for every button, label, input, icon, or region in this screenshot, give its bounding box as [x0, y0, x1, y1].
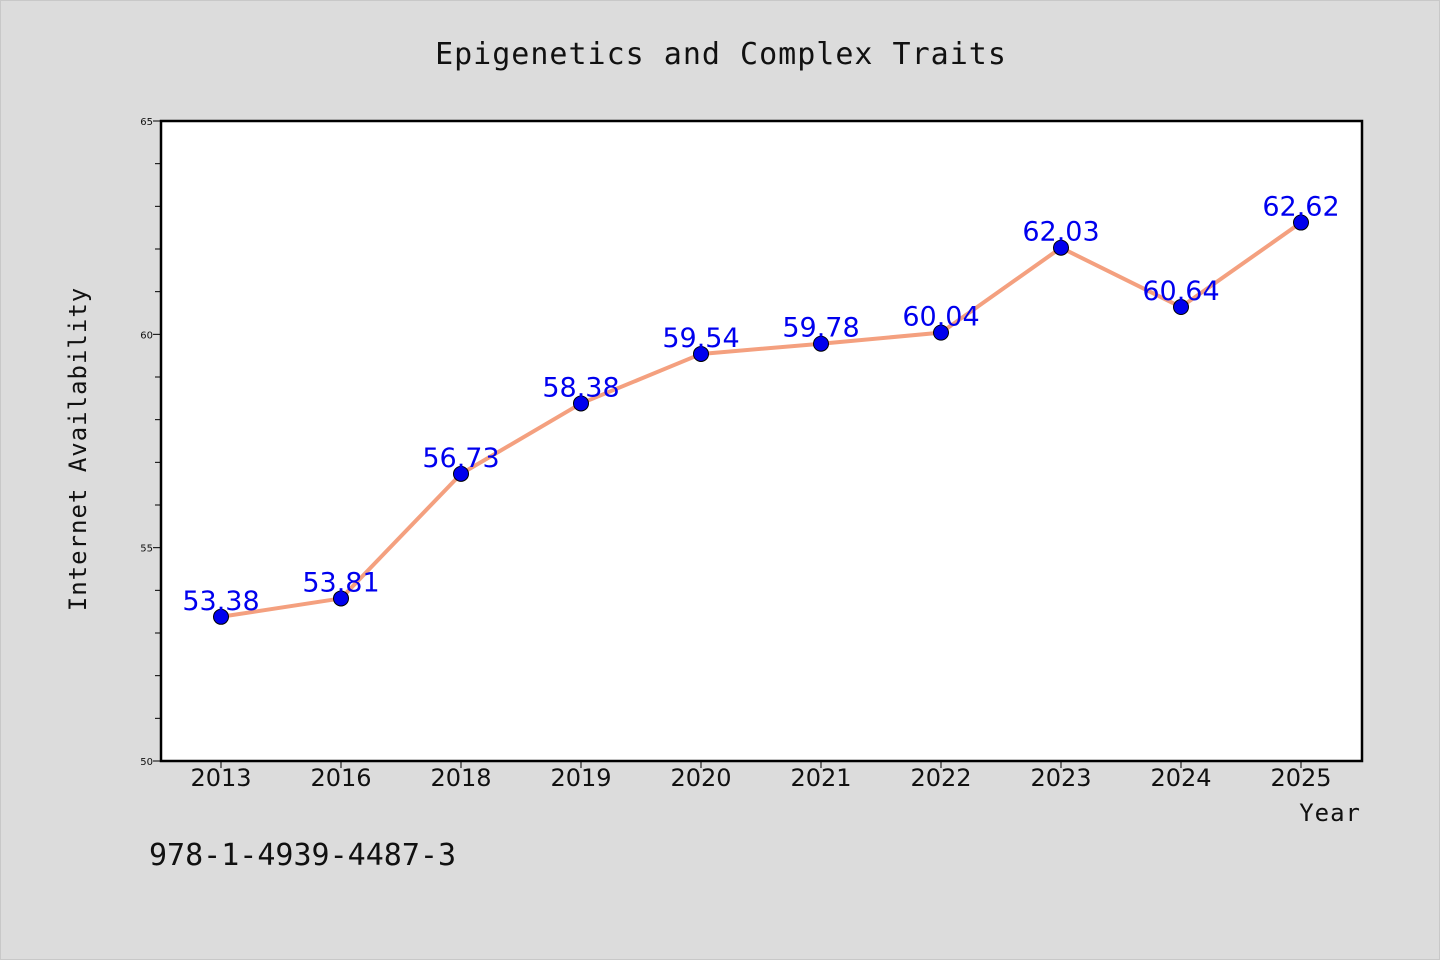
- series-line: [219, 220, 1303, 619]
- x-axis: 2013 2016 2018 2019 2020 2021 2022 2023 2024 2025: [190, 761, 1332, 792]
- x-tick-label: 2023: [1030, 764, 1091, 792]
- data-label: 53.81: [302, 567, 379, 598]
- data-point: [933, 324, 949, 341]
- data-label: 60.64: [1142, 276, 1219, 307]
- data-point: [333, 590, 349, 607]
- x-tick-label: 2016: [310, 764, 371, 792]
- data-label: 56.73: [422, 443, 499, 474]
- x-tick-label: 2020: [670, 764, 731, 792]
- y-axis-label: Internet Availability: [64, 287, 92, 611]
- x-axis-label: Year: [1299, 799, 1361, 827]
- y-tick-label: 50: [140, 757, 153, 768]
- x-tick-label: 2013: [190, 764, 251, 792]
- isbn-label: 978-1-4939-4487-3: [149, 838, 456, 873]
- data-point: [813, 335, 829, 352]
- data-point: [1053, 239, 1069, 256]
- series-group: 53.38 53.81 56.73 58.38 59.54 59.78 60.04 62.03…: [182, 192, 1340, 625]
- y-axis: 50 55 60 65: [140, 117, 161, 768]
- data-label: 59.78: [782, 313, 859, 344]
- data-label: 62.03: [1022, 217, 1099, 248]
- chart-title: Epigenetics and Complex Traits: [435, 37, 1007, 72]
- x-tick-label: 2021: [790, 764, 851, 792]
- data-point: [453, 465, 469, 482]
- data-point: [1293, 214, 1309, 231]
- data-point: [1173, 299, 1189, 316]
- y-tick-label: 55: [140, 544, 153, 555]
- data-point: [573, 395, 589, 412]
- data-label: 58.38: [542, 372, 619, 403]
- plot-area: [159, 119, 1364, 763]
- data-point: [693, 345, 709, 362]
- y-tick-label: 65: [140, 117, 153, 128]
- data-label: 60.04: [902, 302, 979, 333]
- data-label: 62.62: [1262, 192, 1339, 223]
- x-tick-label: 2022: [910, 764, 971, 792]
- data-point: [213, 608, 229, 625]
- x-tick-label: 2018: [430, 764, 491, 792]
- x-tick-label: 2024: [1150, 764, 1211, 792]
- data-label: 59.54: [662, 323, 739, 354]
- data-label: 53.38: [182, 586, 259, 617]
- y-tick-label: 60: [140, 330, 153, 341]
- x-tick-label: 2019: [550, 764, 611, 792]
- x-tick-label: 2025: [1270, 764, 1331, 792]
